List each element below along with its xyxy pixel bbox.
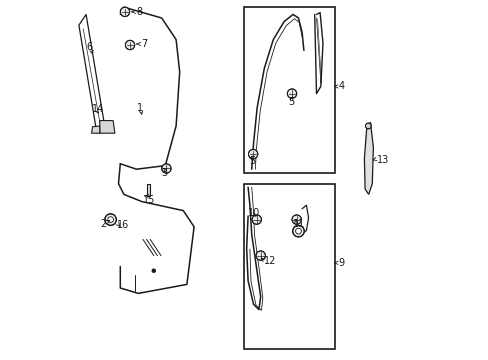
- Circle shape: [251, 215, 261, 224]
- Text: 2: 2: [101, 219, 106, 229]
- Text: 4: 4: [338, 81, 344, 91]
- Text: 1: 1: [137, 103, 143, 113]
- Polygon shape: [91, 126, 100, 133]
- Circle shape: [120, 7, 129, 17]
- Circle shape: [104, 214, 116, 225]
- Polygon shape: [146, 184, 150, 196]
- Circle shape: [287, 89, 296, 98]
- Bar: [244, 184, 334, 349]
- Circle shape: [162, 164, 171, 173]
- Text: 8: 8: [136, 7, 142, 17]
- Text: 5: 5: [288, 96, 294, 107]
- Text: 13: 13: [376, 155, 388, 165]
- Text: 15: 15: [142, 195, 155, 205]
- Circle shape: [256, 251, 265, 260]
- Circle shape: [152, 269, 155, 273]
- Polygon shape: [364, 122, 373, 194]
- Text: 11: 11: [292, 219, 305, 229]
- Circle shape: [125, 40, 134, 50]
- Bar: [244, 7, 334, 173]
- Circle shape: [107, 217, 113, 222]
- Text: 3: 3: [161, 168, 167, 178]
- Circle shape: [365, 123, 370, 129]
- Text: 5: 5: [248, 156, 255, 166]
- Text: 9: 9: [338, 258, 344, 268]
- Text: 10: 10: [247, 208, 260, 218]
- Circle shape: [291, 215, 301, 224]
- Circle shape: [248, 149, 257, 159]
- Text: 12: 12: [264, 256, 276, 266]
- Circle shape: [295, 228, 301, 234]
- Text: 6: 6: [87, 42, 93, 52]
- Text: 16: 16: [117, 220, 129, 230]
- Circle shape: [292, 225, 304, 237]
- Text: 7: 7: [141, 39, 147, 49]
- Polygon shape: [100, 121, 115, 133]
- Text: 14: 14: [91, 104, 103, 114]
